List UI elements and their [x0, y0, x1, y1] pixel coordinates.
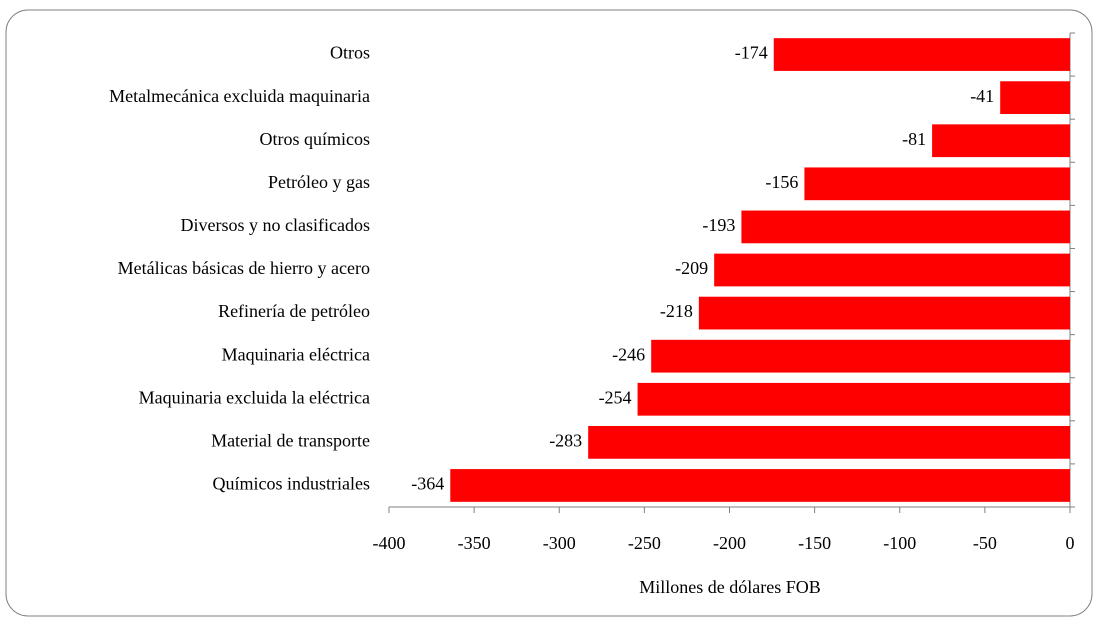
data-label: -209 [675, 258, 708, 278]
chart-frame [5, 9, 1093, 617]
data-label: -254 [599, 387, 632, 407]
x-tick-label: -300 [543, 533, 576, 553]
y-tick-label: Maquinaria eléctrica [222, 344, 370, 364]
y-tick-label: Refinería de petróleo [218, 301, 370, 321]
data-label: -81 [902, 129, 926, 149]
y-tick-label: Metalmecánica excluida maquinaria [109, 86, 370, 106]
bar [698, 296, 1070, 330]
bar [450, 469, 1070, 502]
bar [588, 425, 1070, 459]
bar [804, 167, 1070, 201]
x-tick-label: -50 [973, 533, 997, 553]
bar [932, 124, 1070, 158]
data-label: -218 [660, 301, 693, 321]
x-tick-label: -350 [458, 533, 491, 553]
bar [741, 210, 1070, 244]
y-tick-label: Material de transporte [211, 430, 370, 450]
y-tick-label: Otros [330, 43, 370, 63]
bar [773, 38, 1070, 71]
data-label: -156 [765, 172, 798, 192]
y-tick-label: Metálicas básicas de hierro y acero [118, 258, 370, 278]
data-label: -246 [612, 344, 645, 364]
x-tick-label: -400 [373, 533, 406, 553]
bar [651, 339, 1070, 373]
x-tick-label: -150 [798, 533, 831, 553]
x-axis-title: Millones de dólares FOB [639, 577, 821, 597]
y-tick-label: Otros químicos [260, 129, 371, 149]
y-tick-label: Químicos industriales [213, 474, 370, 494]
y-tick-label: Maquinaria excluida la eléctrica [139, 387, 370, 407]
bar [1000, 81, 1070, 115]
data-label: -364 [411, 474, 444, 494]
data-label: -41 [970, 86, 994, 106]
data-label: -283 [549, 430, 582, 450]
y-tick-label: Petróleo y gas [268, 172, 370, 192]
bar [714, 253, 1070, 287]
bar [637, 382, 1070, 416]
x-tick-label: -100 [883, 533, 916, 553]
y-tick-label: Diversos y no clasificados [181, 215, 370, 235]
data-label: -174 [735, 43, 768, 63]
x-tick-label: 0 [1066, 533, 1075, 553]
x-tick-label: -200 [713, 533, 746, 553]
x-tick-label: -250 [628, 533, 661, 553]
data-label: -193 [702, 215, 735, 235]
